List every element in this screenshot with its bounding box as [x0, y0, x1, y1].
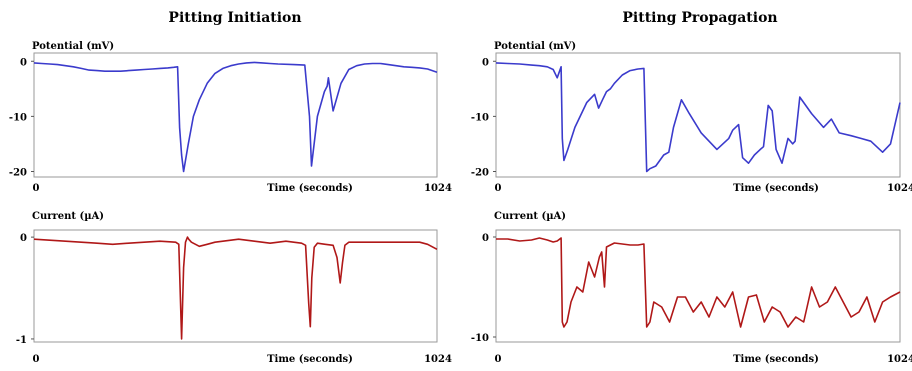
y-tick-label: -10: [9, 112, 27, 123]
series-line-0: [495, 62, 901, 173]
x-tick-label: 1024: [887, 183, 912, 194]
series-line-0: [496, 237, 901, 328]
y-tick-label: 0: [20, 233, 27, 244]
x-axis-label: Time (seconds): [733, 354, 819, 365]
y-tick-label: 0: [482, 57, 489, 68]
chart-0: Potential (mV) 0 -10 -20 0 1024 Time (seconds): [9, 41, 452, 194]
panel-label: Current (µA): [32, 211, 104, 222]
chart-1: Current (µA) 0 -1 0 1024 Time (seconds): [16, 211, 452, 365]
y-tick-label: -10: [471, 112, 489, 123]
plot-frame: [33, 52, 438, 178]
x-axis-label: Time (seconds): [267, 354, 353, 365]
series-line-0: [33, 236, 438, 340]
chart-3: Current (µA) 0 -10 0 1024 Time (seconds): [471, 211, 912, 365]
x-tick-label: 0: [495, 354, 502, 365]
group-title-propagation: Pitting Propagation: [622, 10, 777, 26]
y-tick-label: -1: [16, 335, 27, 346]
x-axis-label: Time (seconds): [733, 183, 819, 194]
y-tick-label: 0: [482, 233, 489, 244]
panel-label: Potential (mV): [32, 41, 114, 52]
x-axis-label: Time (seconds): [267, 183, 353, 194]
chart-2: Potential (mV) 0 -10 -20 0 1024 Time (seconds): [471, 41, 912, 194]
y-tick-label: 0: [20, 57, 27, 68]
x-tick-label: 0: [495, 183, 502, 194]
plot-frame: [33, 229, 438, 343]
y-tick-label: -20: [471, 167, 489, 178]
group-title-initiation: Pitting Initiation: [168, 10, 301, 26]
panel-label: Current (µA): [494, 211, 566, 222]
y-tick-label: -20: [9, 167, 27, 178]
panel-label: Potential (mV): [494, 41, 576, 52]
x-tick-label: 1024: [887, 354, 912, 365]
x-tick-label: 1024: [424, 183, 452, 194]
x-tick-label: 1024: [424, 354, 452, 365]
plot-frame: [495, 52, 901, 178]
y-tick-label: -10: [471, 333, 489, 344]
x-tick-label: 0: [33, 354, 40, 365]
plot-frame: [495, 229, 901, 343]
series-line-0: [33, 61, 438, 173]
x-tick-label: 0: [33, 183, 40, 194]
